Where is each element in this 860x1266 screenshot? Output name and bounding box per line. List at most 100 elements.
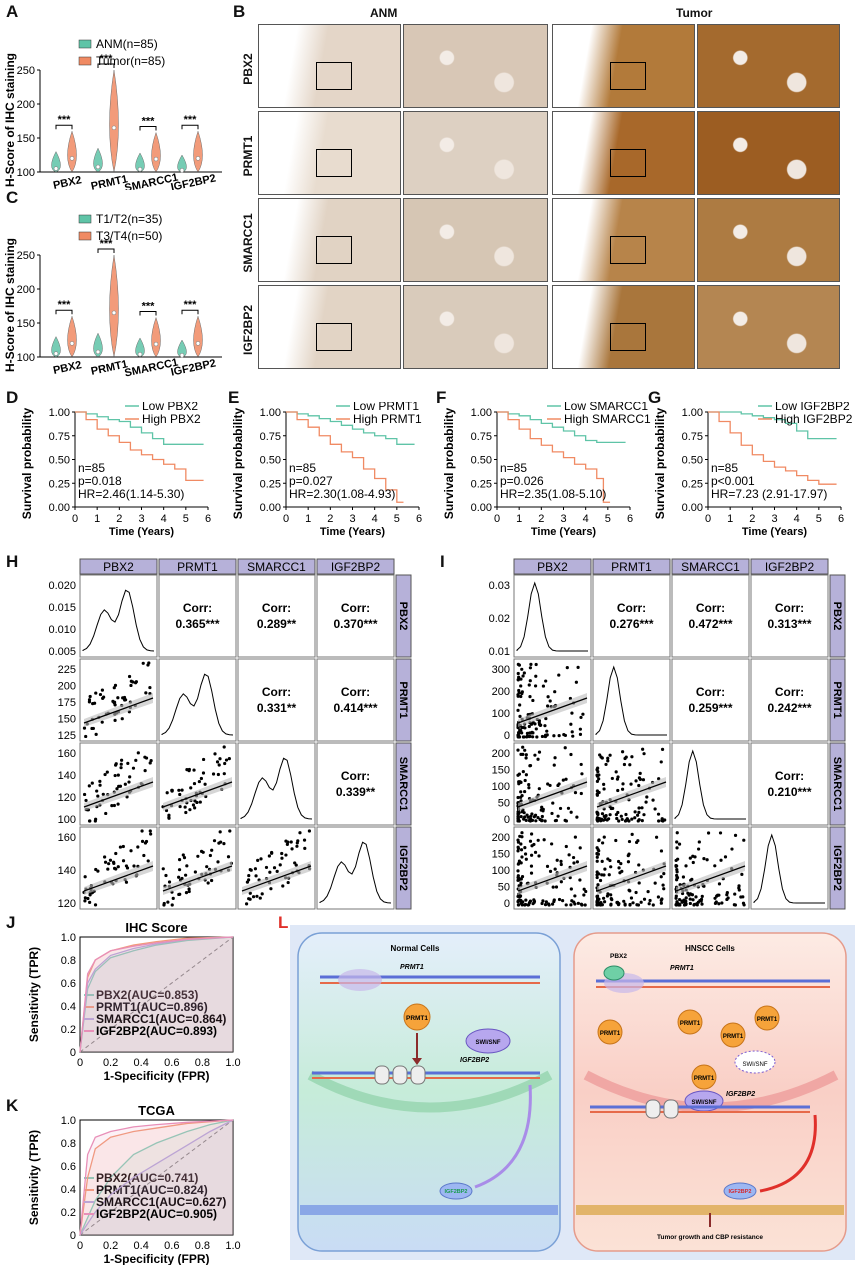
violin-c-violin-pbx2-1 (67, 315, 77, 358)
corr-i-corr-value: 0.210*** (767, 785, 811, 799)
corr-i-corr-value: 0.276*** (609, 617, 653, 631)
svg-text:6: 6 (838, 513, 844, 525)
svg-text:0.6: 0.6 (61, 1161, 76, 1173)
roc-curve (79, 1119, 234, 1236)
km-legend-entry: High SMARCC1 (564, 412, 651, 426)
km-legend-entry: Low SMARCC1 (564, 402, 648, 413)
corr-h-cell (237, 742, 316, 826)
corr-i-ytick: 150 (492, 849, 510, 861)
corr-h-strip-top: PBX2 (79, 558, 158, 575)
km-legend-entry: Low PBX2 (142, 402, 198, 413)
violin-a-violin-prmt1-0 (93, 147, 103, 173)
roc-xlabel: 1-Specificity (FPR) (103, 1069, 209, 1083)
roc-title: IHC Score (125, 920, 187, 935)
violin-c-ytick: 250 (17, 250, 35, 262)
corr-h-cell (79, 658, 158, 742)
svg-text:0.2: 0.2 (103, 1240, 118, 1252)
ihc-image (403, 24, 548, 108)
km-annotation: n=85 (289, 461, 316, 475)
corr-h-ytick: 225 (58, 664, 76, 676)
km-annotation: p=0.026 (500, 474, 544, 488)
svg-text:PBX2: PBX2 (831, 602, 843, 631)
svg-text:0: 0 (77, 1057, 83, 1069)
svg-text:4: 4 (583, 513, 589, 525)
ihc-row-label: SMARCC1 (241, 213, 255, 273)
svg-text:4: 4 (372, 513, 378, 525)
violin-c-legend-1: T3/T4(n=50) (96, 229, 162, 243)
ihc-zoom-box (316, 62, 352, 90)
roc-curve (79, 936, 234, 1053)
svg-text:3: 3 (560, 513, 566, 525)
corr-i-strip-top: PBX2 (513, 558, 592, 575)
svg-text:2: 2 (538, 513, 544, 525)
corr-h-cell (79, 826, 158, 910)
roc-panel-j: IHC Score 0 0.2 0.4 0.6 0.8 1.0 0 0.2 0.4 0.6 0.8 1.… (27, 920, 241, 1083)
km-curve-1 (286, 411, 404, 503)
corr-i-cell: Corr: 0.276*** (592, 574, 671, 658)
violin-a-gene-label: PRMT1 (90, 173, 129, 190)
violin-chart-a: H-Score of IHC staining ANM(n=85) Tumor(… (3, 37, 222, 190)
corr-h-cell (158, 826, 237, 910)
roc-curve (79, 1119, 234, 1236)
normal-cell-title: Normal Cells (391, 944, 440, 953)
corr-i-cell (513, 574, 592, 658)
normal-prmt1-label: PRMT1 (406, 1015, 428, 1022)
corr-i-corr-label: Corr: (775, 685, 804, 699)
svg-text:0.4: 0.4 (61, 1184, 76, 1196)
tumor-igf2bp2-protein (723, 1182, 757, 1200)
normal-curved-arrow (474, 1084, 532, 1189)
correlation-matrices: PBX2 PBX2 PRMT1 PRMT1 SMARCC1 SMARCC1 IGF2BP2 I… (48, 558, 846, 910)
svg-text:0.00: 0.00 (260, 502, 281, 514)
svg-text:2: 2 (749, 513, 755, 525)
violin-c-violin-prmt1-1 (109, 254, 119, 358)
svg-text:1.0: 1.0 (61, 932, 76, 944)
tumor-prmt1-b-label: PRMT1 (680, 1021, 701, 1027)
svg-text:SMARCC1: SMARCC1 (831, 757, 843, 811)
normal-nucleus-envelope (307, 1070, 553, 1113)
svg-text:0.8: 0.8 (61, 1138, 76, 1150)
roc-legend-entry: PRMT1(AUC=0.896) (96, 1000, 208, 1014)
corr-h-ytick: 0.015 (48, 602, 76, 614)
roc-legend-entry: PBX2(AUC=0.853) (96, 988, 198, 1002)
corr-h-ytick: 125 (58, 730, 76, 742)
km-legend-entry: Low PRMT1 (353, 402, 419, 413)
svg-text:IGF2BP2: IGF2BP2 (331, 560, 381, 574)
survival-curves: 0.00 0.25 0.50 0.75 1.00 0 1 2 3 4 5 6 Time (Years) S… (20, 402, 853, 538)
corr-i-ytick: 0.01 (489, 646, 510, 658)
corr-h-corr-value: 0.370*** (333, 617, 377, 631)
corr-h-cell: Corr: 0.339** (316, 742, 395, 826)
tumor-prmt1-a-label: PRMT1 (600, 1031, 621, 1037)
corr-i-corr-label: Corr: (617, 601, 646, 615)
svg-text:0: 0 (77, 1240, 83, 1252)
violin-c-legend-0: T1/T2(n=35) (96, 212, 162, 226)
corr-h-cell: Corr: 0.289** (237, 574, 316, 658)
tumor-prmt1-gene: PRMT1 (670, 965, 694, 972)
ihc-image (697, 285, 840, 369)
svg-text:4: 4 (161, 513, 167, 525)
violin-c-ytick: 150 (17, 318, 35, 330)
tumor-prmt1-d (720, 1022, 746, 1048)
corr-i-strip-right: PBX2 (829, 574, 846, 658)
ihc-zoom-box (316, 323, 352, 351)
corr-i-corr-value: 0.242*** (767, 701, 811, 715)
violin-a-violin-igf2bp2-1 (193, 130, 203, 173)
panel-letter-c: C (6, 188, 19, 207)
corr-h-corr-value: 0.339** (336, 785, 376, 799)
km-legend-entry: High IGF2BP2 (775, 412, 853, 426)
corr-h-corr-label: Corr: (183, 601, 212, 615)
corr-h-strip-right: IGF2BP2 (395, 826, 412, 910)
violin-c-ytick: 100 (17, 352, 35, 364)
svg-text:0.4: 0.4 (61, 1001, 76, 1013)
roc-curves: IHC Score 0 0.2 0.4 0.6 0.8 1.0 0 0.2 0.4 0.6 0.8 1.… (27, 920, 241, 1265)
violin-a-sig: *** (100, 53, 114, 65)
ihc-image (258, 111, 401, 195)
normal-igf2bp2-protein (439, 1182, 473, 1200)
violin-a-ytick: 150 (17, 133, 35, 145)
normal-prmt1-gene: PRMT1 (400, 964, 424, 971)
roc-title: TCGA (138, 1103, 175, 1118)
svg-text:1.0: 1.0 (61, 1115, 76, 1127)
tumor-prmt1-b (677, 1009, 703, 1035)
corr-h-corr-value: 0.289** (257, 617, 297, 631)
corr-h-ytick: 0.020 (48, 580, 76, 592)
corr-i-ytick: 0 (504, 730, 510, 742)
